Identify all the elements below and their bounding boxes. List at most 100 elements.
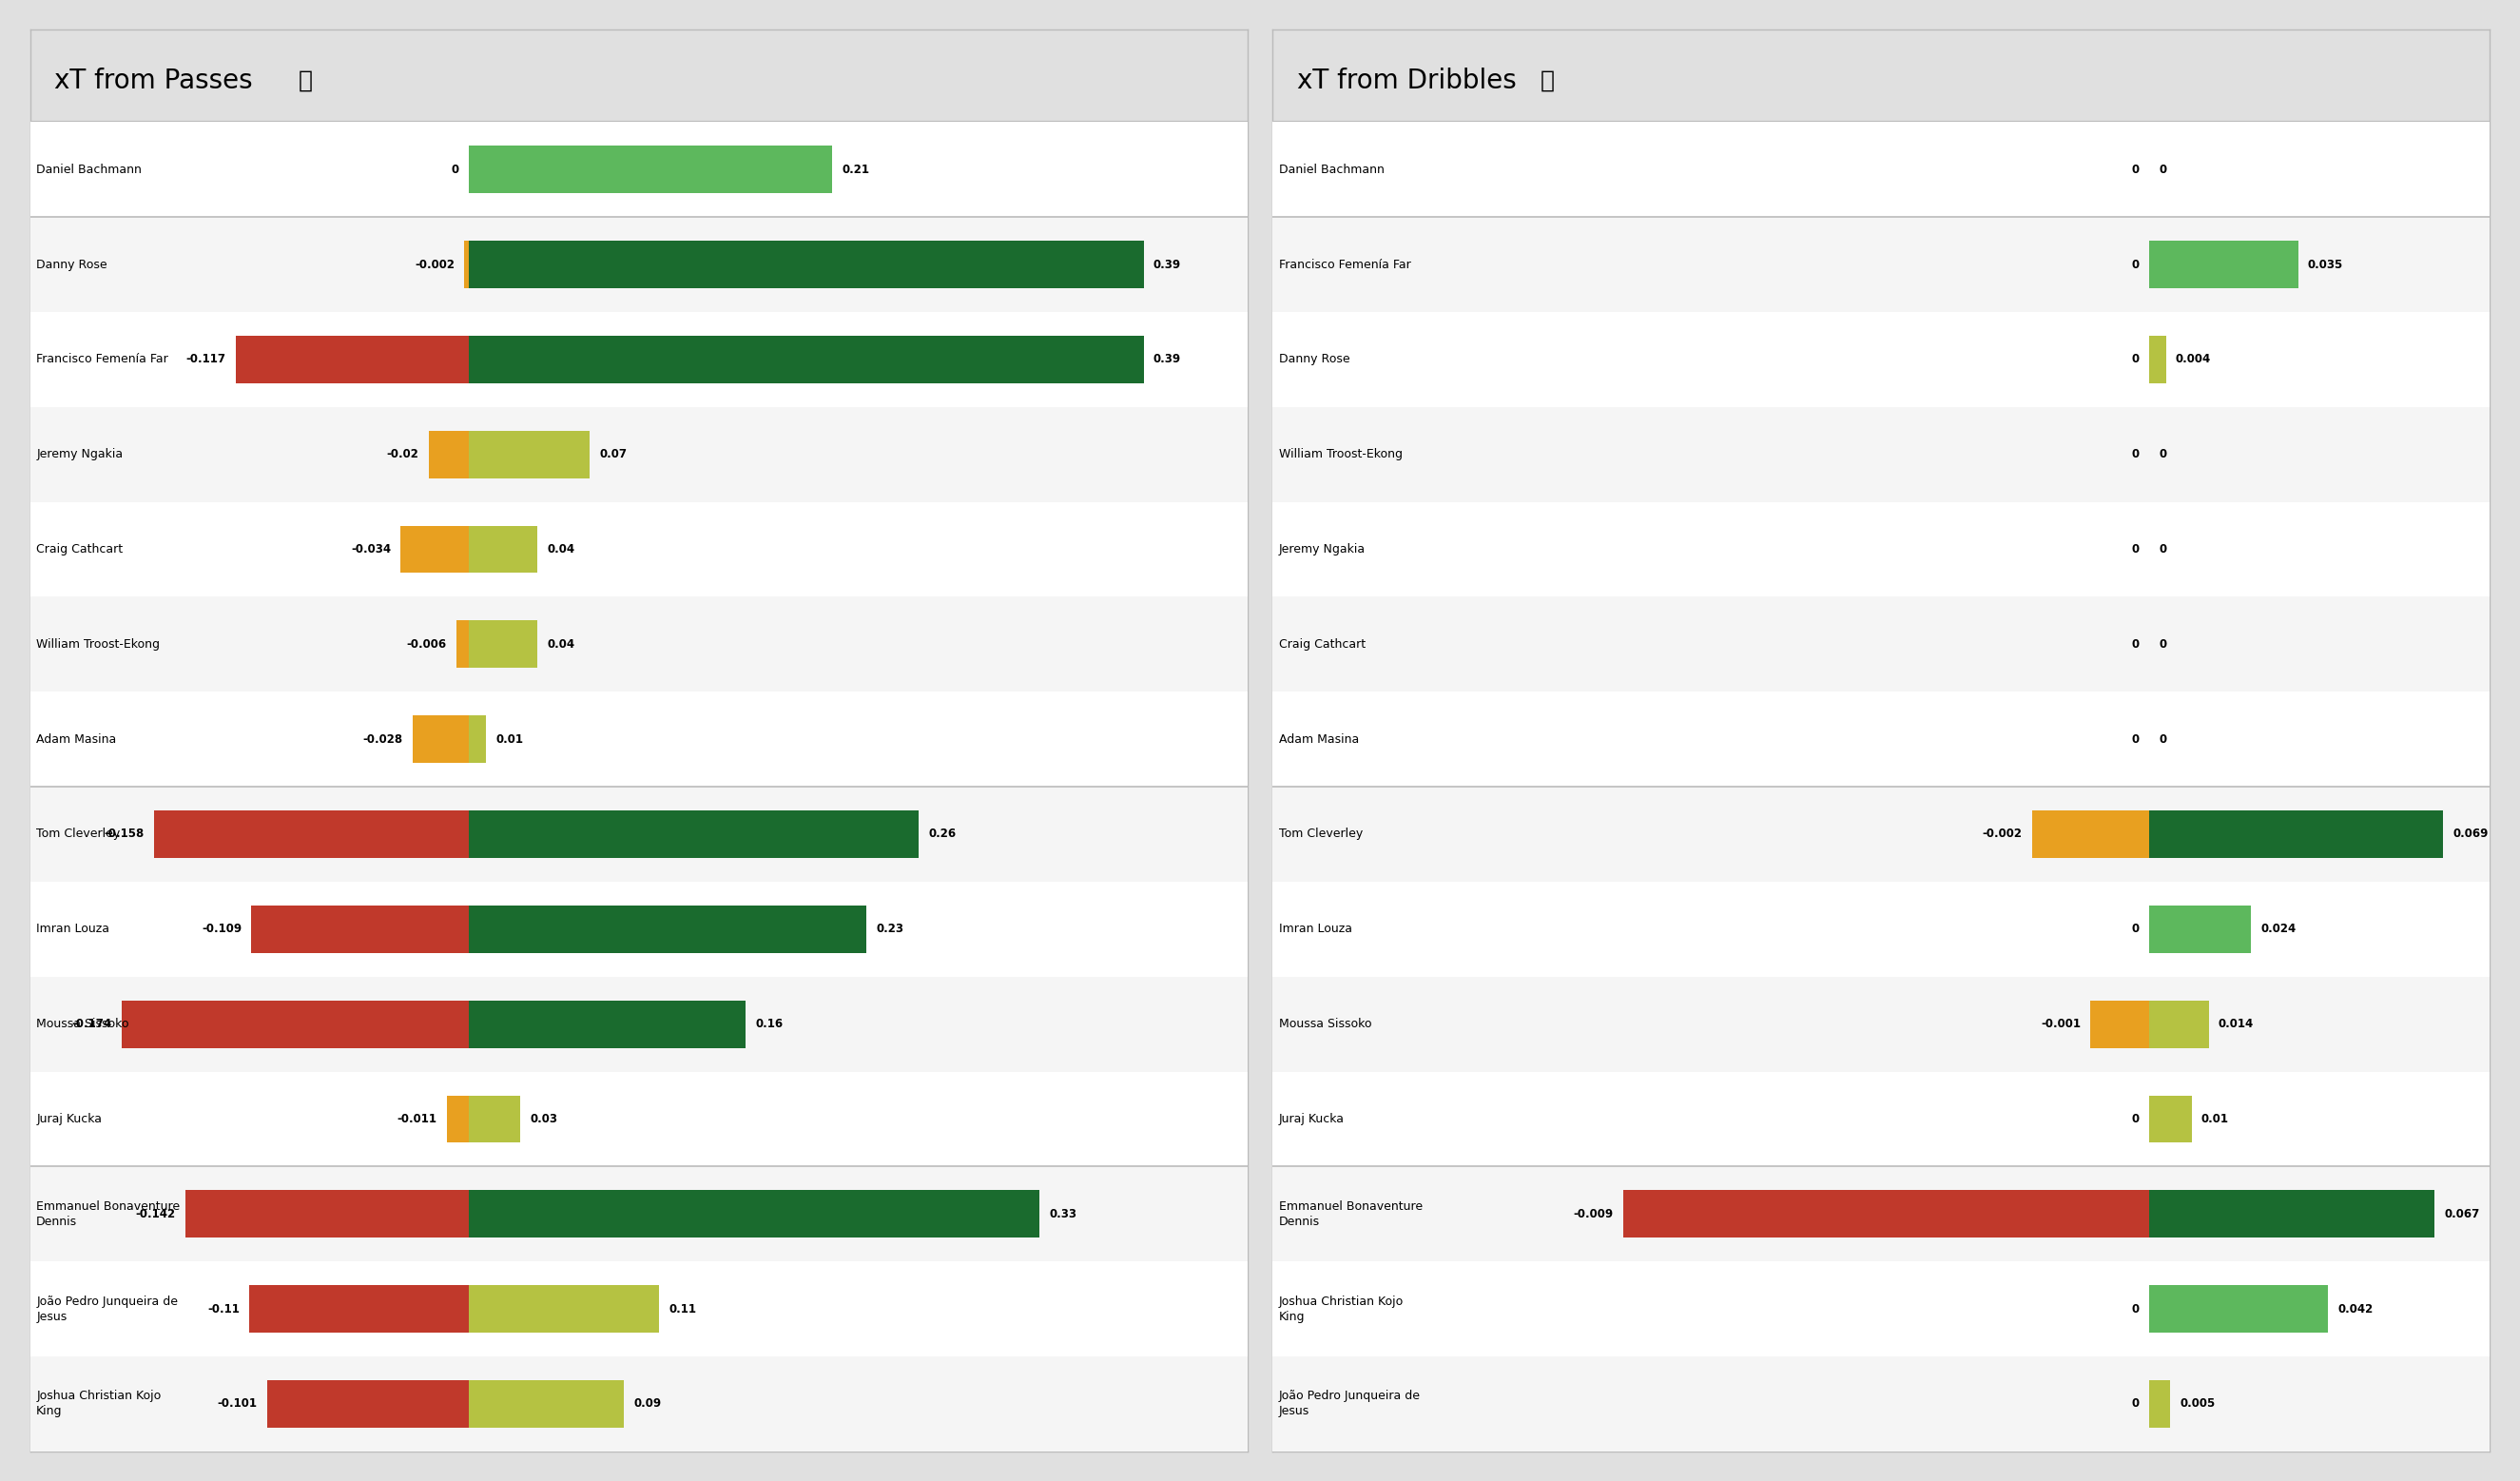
Text: Emmanuel Bonaventure
Dennis: Emmanuel Bonaventure Dennis: [1278, 1200, 1421, 1228]
Bar: [1273, 1072, 2490, 1167]
Bar: [469, 1191, 1041, 1238]
Text: Tom Cleverley: Tom Cleverley: [1278, 828, 1363, 840]
Text: -0.117: -0.117: [186, 354, 227, 366]
Text: 0.014: 0.014: [2218, 1017, 2253, 1031]
Text: 🔶: 🔶: [297, 70, 312, 92]
Text: 0: 0: [2132, 258, 2139, 271]
Bar: [1273, 976, 2490, 1072]
Bar: [469, 1380, 625, 1428]
Text: 0: 0: [2132, 1398, 2139, 1410]
Bar: [2150, 1191, 2434, 1238]
Text: Joshua Christian Kojo
King: Joshua Christian Kojo King: [35, 1391, 161, 1417]
Text: -0.174: -0.174: [73, 1017, 111, 1031]
Text: 0.09: 0.09: [635, 1398, 663, 1410]
Text: -0.006: -0.006: [406, 638, 446, 650]
Bar: [2150, 336, 2167, 384]
Bar: [1273, 597, 2490, 692]
Text: 0: 0: [2132, 1303, 2139, 1315]
Bar: [1273, 407, 2490, 502]
Bar: [30, 881, 1247, 976]
Text: 0: 0: [2132, 163, 2139, 176]
Text: 0: 0: [2160, 638, 2167, 650]
Bar: [413, 715, 469, 763]
Text: 0: 0: [2160, 163, 2167, 176]
Bar: [267, 1380, 469, 1428]
Text: Craig Cathcart: Craig Cathcart: [35, 544, 123, 555]
Text: 0.07: 0.07: [600, 449, 627, 461]
Text: Jeremy Ngakia: Jeremy Ngakia: [35, 449, 123, 461]
Bar: [1273, 312, 2490, 407]
Text: Imran Louza: Imran Louza: [35, 923, 108, 936]
Bar: [1273, 786, 2490, 881]
Bar: [1273, 1262, 2490, 1357]
Bar: [469, 715, 486, 763]
Text: xT from Dribbles: xT from Dribbles: [1298, 67, 1517, 93]
Text: Danny Rose: Danny Rose: [35, 258, 108, 271]
Bar: [249, 1286, 469, 1333]
Text: -0.02: -0.02: [386, 449, 418, 461]
Bar: [2150, 1000, 2208, 1049]
Text: -0.101: -0.101: [217, 1398, 257, 1410]
Text: 0.035: 0.035: [2308, 258, 2344, 271]
Bar: [1273, 218, 2490, 312]
Bar: [446, 1096, 469, 1143]
Bar: [1273, 1167, 2490, 1262]
Text: João Pedro Junqueira de
Jesus: João Pedro Junqueira de Jesus: [35, 1296, 179, 1323]
Text: Juraj Kucka: Juraj Kucka: [35, 1112, 101, 1126]
Bar: [1273, 692, 2490, 786]
Bar: [1623, 1191, 2150, 1238]
Text: 0.04: 0.04: [547, 638, 575, 650]
Text: Craig Cathcart: Craig Cathcart: [1278, 638, 1366, 650]
Text: Adam Masina: Adam Masina: [1278, 733, 1358, 745]
Bar: [469, 1286, 658, 1333]
Bar: [469, 810, 917, 857]
Text: 0: 0: [2132, 638, 2139, 650]
Bar: [30, 121, 1247, 218]
Text: 🔶: 🔶: [1540, 70, 1555, 92]
Text: Daniel Bachmann: Daniel Bachmann: [1278, 163, 1383, 176]
Bar: [121, 1000, 469, 1049]
Bar: [2150, 1380, 2170, 1428]
Text: Tom Cleverley: Tom Cleverley: [35, 828, 121, 840]
Text: 0: 0: [2132, 923, 2139, 936]
Bar: [1273, 1357, 2490, 1451]
Text: 0.03: 0.03: [529, 1112, 557, 1126]
Text: -0.142: -0.142: [136, 1208, 176, 1220]
Bar: [469, 241, 1144, 289]
Text: 0.16: 0.16: [756, 1017, 784, 1031]
Bar: [469, 526, 537, 573]
Text: 0.26: 0.26: [927, 828, 955, 840]
Text: Jeremy Ngakia: Jeremy Ngakia: [1278, 544, 1366, 555]
Text: -0.002: -0.002: [416, 258, 454, 271]
Text: xT from Passes: xT from Passes: [55, 67, 252, 93]
Text: 0.39: 0.39: [1154, 258, 1182, 271]
Text: -0.001: -0.001: [2041, 1017, 2082, 1031]
Text: 0: 0: [2160, 544, 2167, 555]
Bar: [30, 1262, 1247, 1357]
Text: 0.39: 0.39: [1154, 354, 1182, 366]
Text: 0: 0: [2132, 733, 2139, 745]
Text: William Troost-Ekong: William Troost-Ekong: [35, 638, 159, 650]
Bar: [2092, 1000, 2150, 1049]
Bar: [1273, 881, 2490, 976]
Bar: [2150, 810, 2442, 857]
Text: -0.002: -0.002: [1983, 828, 2024, 840]
Text: Danny Rose: Danny Rose: [1278, 354, 1351, 366]
Text: Moussa Sissoko: Moussa Sissoko: [35, 1017, 129, 1031]
Text: 0.024: 0.024: [2260, 923, 2296, 936]
Text: João Pedro Junqueira de
Jesus: João Pedro Junqueira de Jesus: [1278, 1391, 1421, 1417]
Bar: [469, 336, 1144, 384]
Bar: [30, 1072, 1247, 1167]
Bar: [401, 526, 469, 573]
Bar: [2150, 1096, 2192, 1143]
Bar: [30, 597, 1247, 692]
Text: 0.21: 0.21: [842, 163, 869, 176]
Text: 0.04: 0.04: [547, 544, 575, 555]
Text: Joshua Christian Kojo
King: Joshua Christian Kojo King: [1278, 1296, 1404, 1323]
Bar: [30, 692, 1247, 786]
Bar: [30, 786, 1247, 881]
Bar: [154, 810, 469, 857]
Bar: [1273, 121, 2490, 218]
Text: 0: 0: [2132, 449, 2139, 461]
Bar: [186, 1191, 469, 1238]
